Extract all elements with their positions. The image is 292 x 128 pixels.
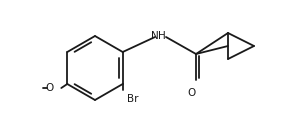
Text: H: H — [158, 31, 166, 41]
Text: O: O — [188, 88, 196, 98]
Text: N: N — [151, 31, 159, 41]
Text: O: O — [45, 83, 53, 93]
Text: Br: Br — [127, 94, 138, 104]
